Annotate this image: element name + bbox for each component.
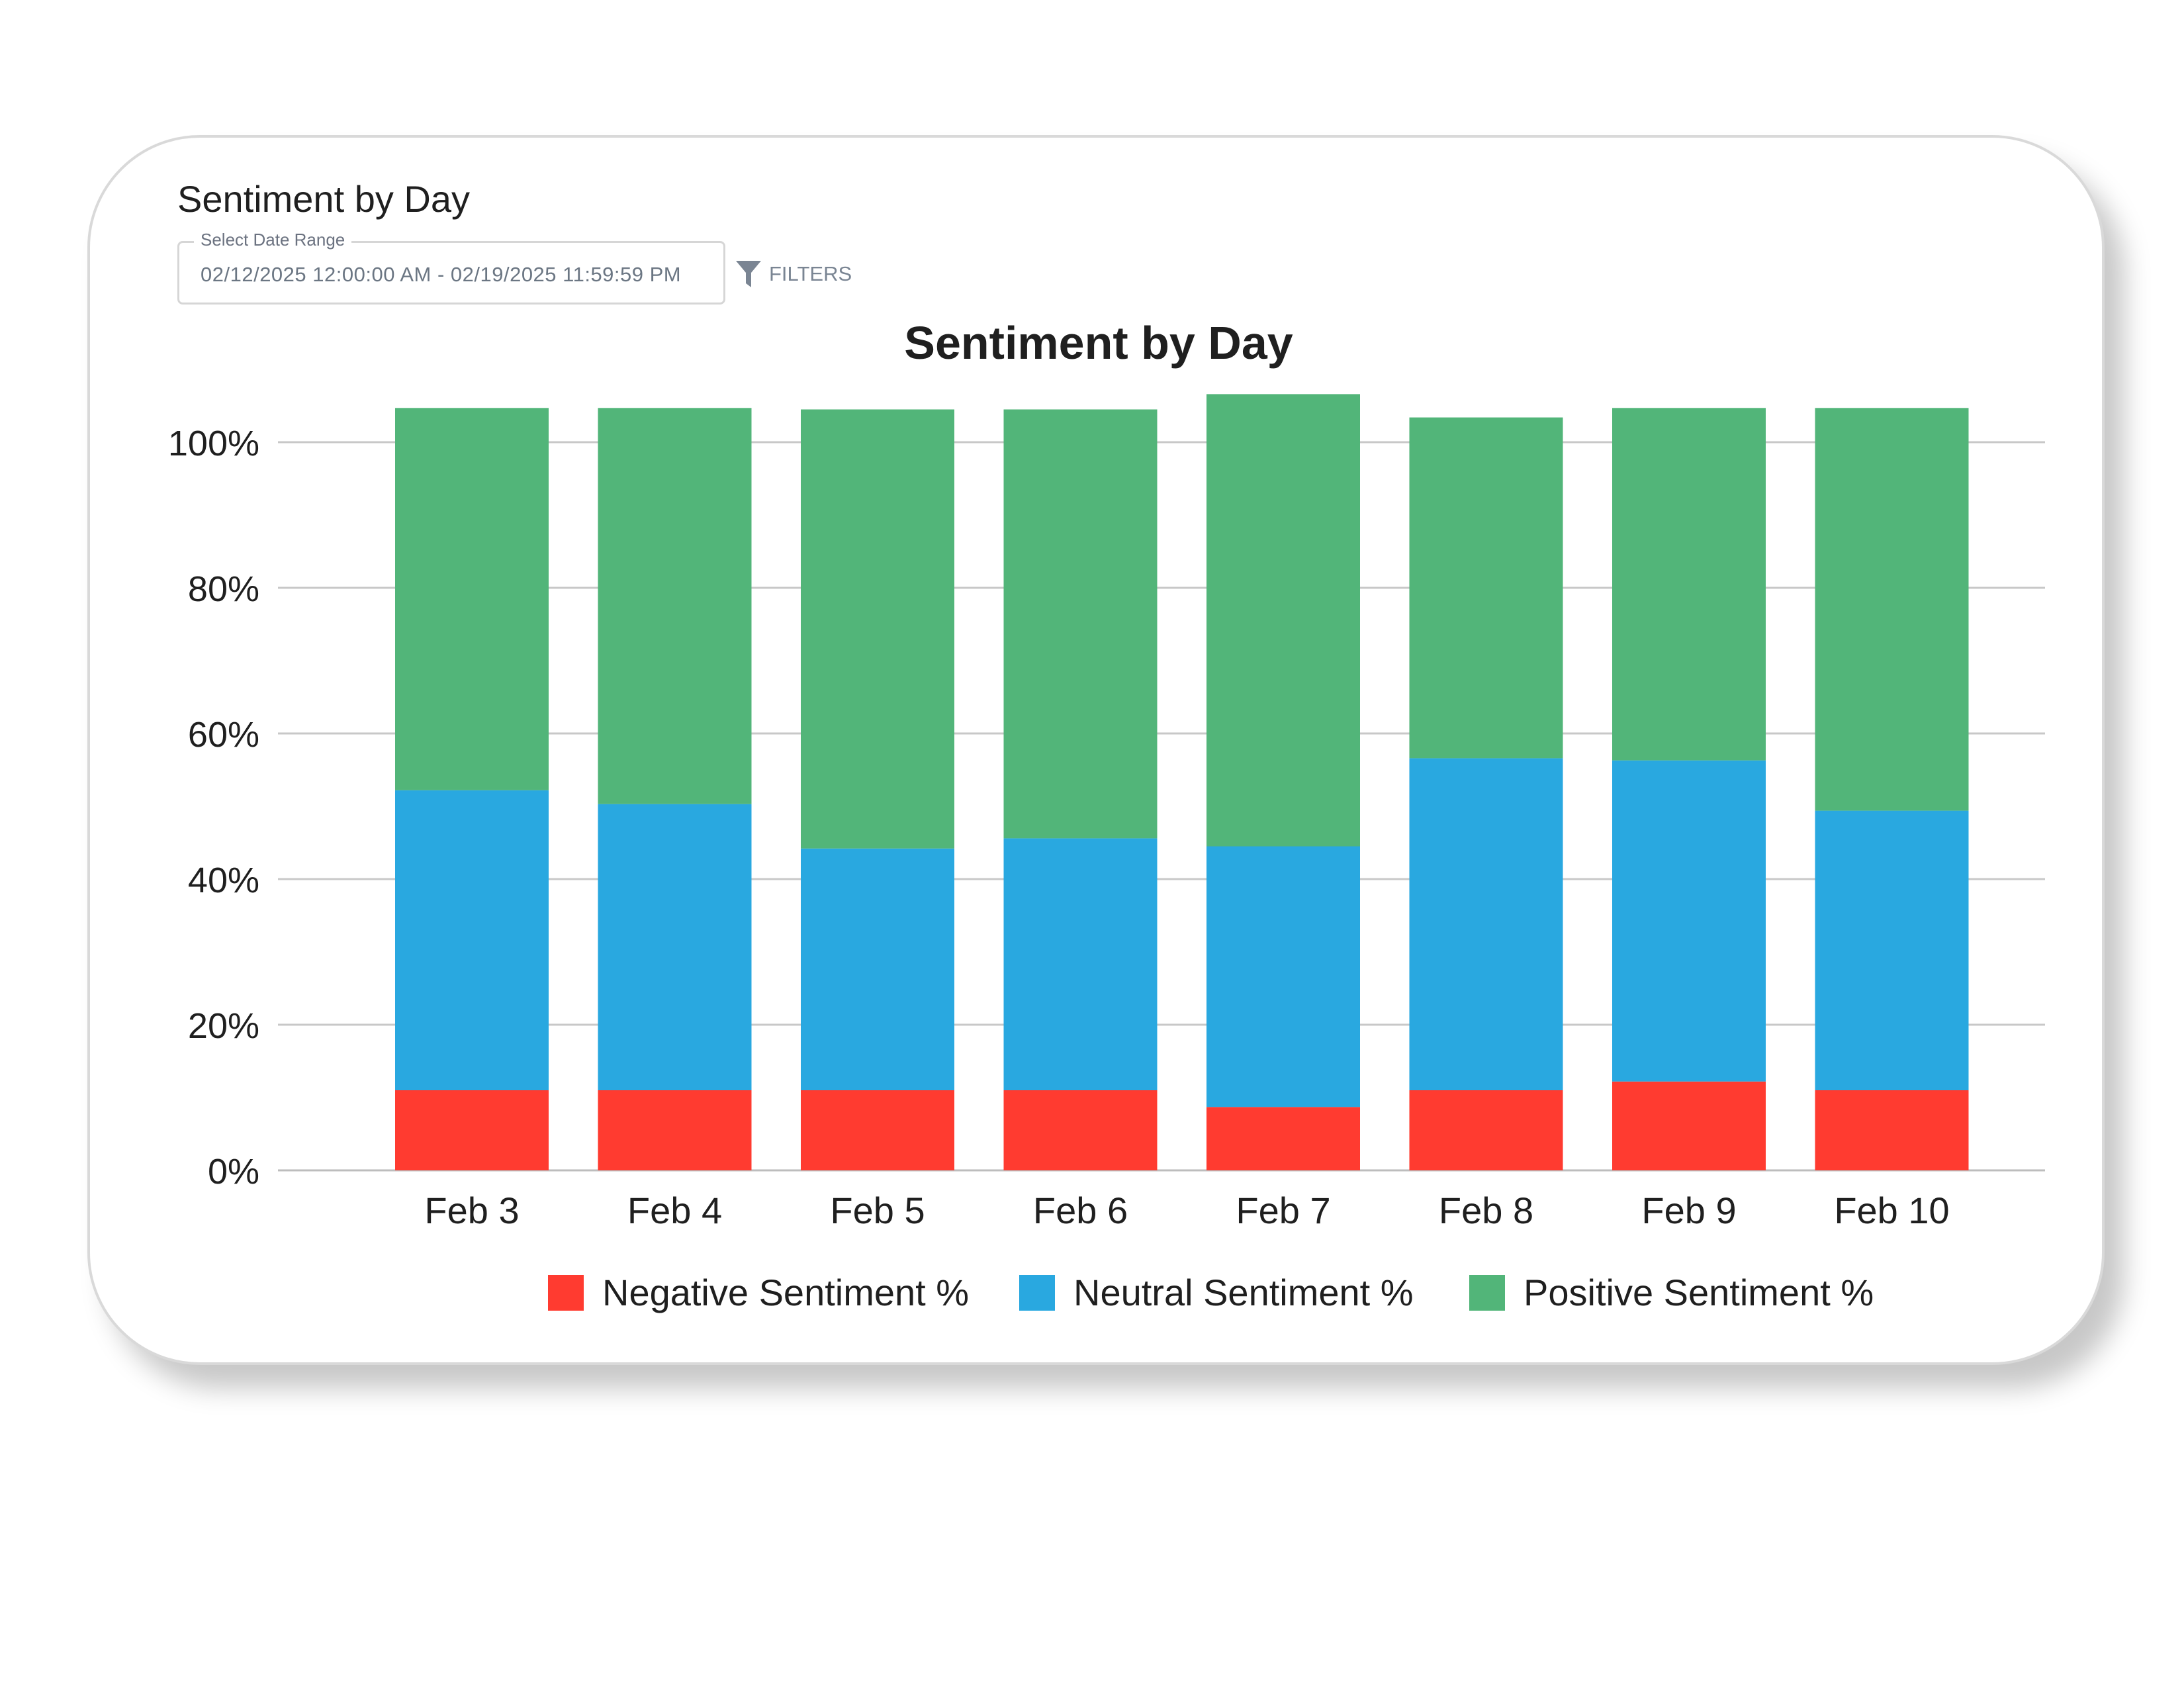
filters-label: FILTERS (769, 262, 852, 285)
bar-segment (1003, 838, 1158, 1090)
x-axis-ticks: Feb 3 Feb 4 Feb 5 Feb 6 Feb 7 Feb 8 Feb 9 Feb 1… (424, 1190, 1949, 1231)
legend-swatch (548, 1274, 584, 1311)
bar-segment (598, 804, 752, 1090)
legend-label: Positive Sentiment % (1524, 1272, 1874, 1313)
bar-segment (1612, 1081, 1766, 1170)
legend-item: Neutral Sentiment % (1019, 1271, 1414, 1314)
filter-funnel-icon (736, 261, 761, 287)
legend-item: Positive Sentiment % (1469, 1271, 1874, 1314)
bar-segment (1815, 1090, 1969, 1170)
bar-segment (1612, 760, 1766, 1082)
bar-segment (1815, 408, 1969, 811)
y-tick-label: 100% (168, 424, 259, 463)
chart-title: Sentiment by Day (904, 317, 1293, 369)
x-tick-label: Feb 9 (1641, 1190, 1736, 1231)
x-tick-label: Feb 5 (830, 1190, 925, 1231)
x-tick-label: Feb 4 (627, 1190, 722, 1231)
legend-label: Neutral Sentiment % (1073, 1272, 1414, 1313)
x-tick-label: Feb 6 (1033, 1190, 1128, 1231)
x-tick-label: Feb 8 (1439, 1190, 1533, 1231)
date-range-value: 02/12/2025 12:00:00 AM - 02/19/2025 11:5… (201, 263, 682, 286)
x-tick-label: Feb 10 (1834, 1190, 1949, 1231)
bar-segment (1206, 1107, 1360, 1170)
bar-segment (801, 409, 954, 849)
x-tick-label: Feb 7 (1236, 1190, 1330, 1231)
filters-button[interactable]: FILTERS (735, 258, 852, 290)
bar-segment (801, 848, 954, 1090)
bar-segment (1612, 408, 1766, 761)
y-tick-label: 20% (188, 1006, 259, 1046)
y-axis-ticks: 0% 20% 40% 60% 80% 100% (168, 424, 259, 1192)
bar-segment (1206, 846, 1360, 1107)
bar-segment (395, 408, 549, 790)
bar-segment (801, 1090, 954, 1170)
bar-segment (1409, 417, 1563, 759)
legend-label: Negative Sentiment % (602, 1272, 970, 1313)
bar-segment (1003, 409, 1158, 839)
date-range-label: Select Date Range (194, 230, 352, 250)
date-range-field[interactable]: Select Date Range 02/12/2025 12:00:00 AM… (177, 230, 725, 305)
legend-swatch (1019, 1274, 1055, 1311)
bar-segment (395, 1090, 549, 1170)
x-tick-label: Feb 3 (424, 1190, 519, 1231)
bar-segment (598, 408, 752, 804)
bar-segment (1815, 810, 1969, 1090)
y-tick-label: 80% (188, 569, 259, 609)
bar-segment (395, 790, 549, 1090)
bar-segment (1003, 1090, 1158, 1170)
bar-segment (1409, 758, 1563, 1090)
y-tick-label: 60% (188, 715, 259, 755)
legend-swatch (1469, 1274, 1505, 1311)
bars (395, 394, 1969, 1170)
bar-segment (1409, 1090, 1563, 1170)
y-tick-label: 40% (188, 861, 259, 900)
bar-segment (1206, 394, 1360, 847)
y-tick-label: 0% (208, 1152, 259, 1192)
bar-segment (598, 1090, 752, 1170)
legend-item: Negative Sentiment % (548, 1271, 969, 1314)
card-title: Sentiment by Day (177, 178, 470, 220)
